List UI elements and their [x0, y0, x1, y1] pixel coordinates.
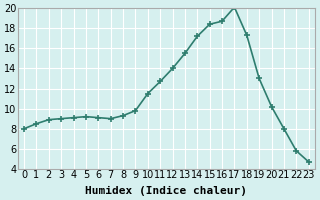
X-axis label: Humidex (Indice chaleur): Humidex (Indice chaleur) — [85, 186, 247, 196]
